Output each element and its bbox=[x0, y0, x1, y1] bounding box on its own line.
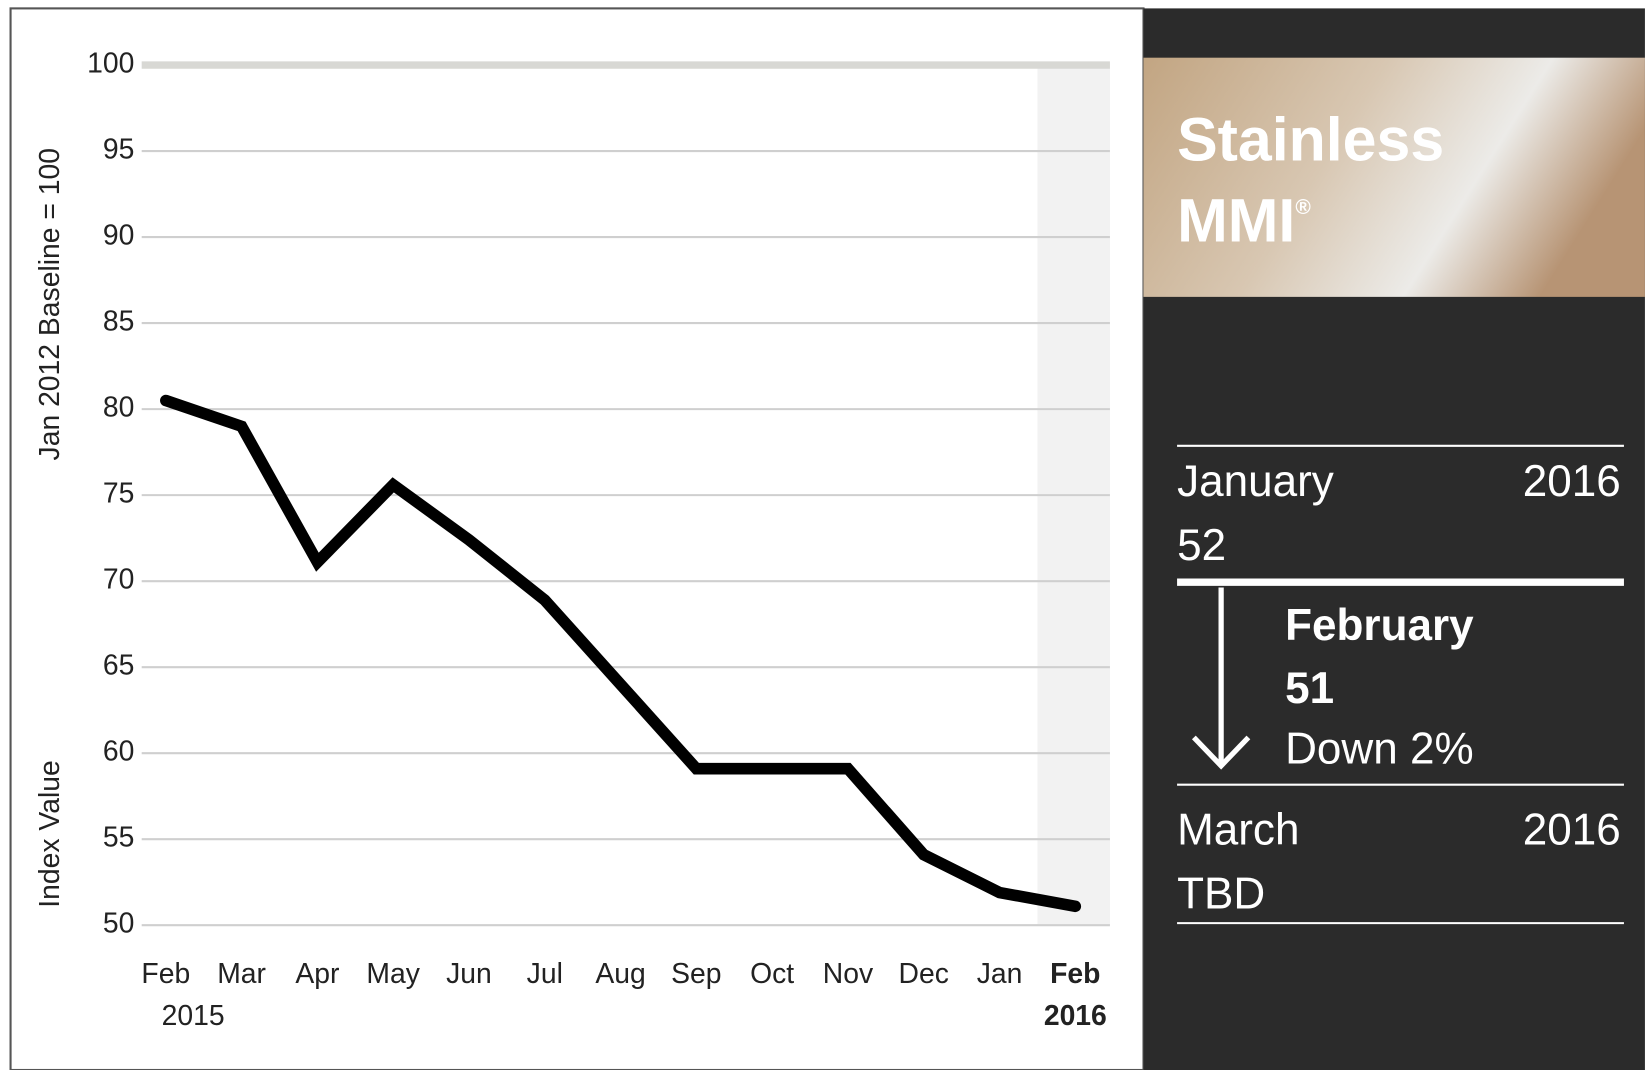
y-tick-label: 50 bbox=[103, 908, 135, 940]
y-axis-title: Index Value bbox=[34, 760, 66, 907]
down-arrow-head bbox=[1191, 735, 1251, 770]
current-month: February bbox=[1285, 601, 1474, 650]
y-tick-label: 65 bbox=[103, 650, 135, 682]
current-change: Down 2% bbox=[1285, 725, 1474, 774]
y-axis-title: Jan 2012 Baseline = 100 bbox=[34, 148, 66, 460]
y-tick-label: 55 bbox=[103, 822, 135, 854]
next-month: March bbox=[1177, 805, 1299, 854]
y-tick-label: 90 bbox=[103, 220, 135, 252]
next-year: 2016 bbox=[1523, 805, 1621, 854]
data-line bbox=[160, 394, 1082, 913]
x-tick-label: May bbox=[366, 958, 420, 990]
next-value: TBD bbox=[1177, 869, 1265, 918]
y-tick-label: 60 bbox=[103, 736, 135, 768]
x-tick-label: Nov bbox=[823, 958, 874, 990]
y-tick-label: 100 bbox=[87, 48, 134, 80]
y-tick-label: 70 bbox=[103, 564, 135, 596]
prev-month: January bbox=[1177, 457, 1334, 506]
x-tick-label: Oct bbox=[750, 958, 794, 990]
x-tick-label: Feb bbox=[141, 958, 190, 990]
x-tick-year: 2016 bbox=[1044, 1000, 1107, 1032]
prev-value: 52 bbox=[1177, 521, 1226, 570]
x-tick-label: Dec bbox=[899, 958, 949, 990]
x-tick-label: Aug bbox=[595, 958, 645, 990]
y-tick-label: 85 bbox=[103, 306, 135, 338]
x-tick-label: Apr bbox=[295, 958, 339, 990]
x-tick-label: Sep bbox=[671, 958, 721, 990]
registered-mark: ® bbox=[1295, 196, 1311, 219]
y-tick-label: 95 bbox=[103, 134, 135, 166]
x-tick-label: Jul bbox=[527, 958, 563, 990]
x-tick-label: Feb bbox=[1050, 958, 1100, 990]
panel-subtitle-text: MMI bbox=[1177, 186, 1295, 254]
x-tick-label: Jan bbox=[977, 958, 1023, 990]
current-value: 51 bbox=[1285, 664, 1334, 713]
x-tick-label: Mar bbox=[217, 958, 266, 990]
title-band bbox=[1143, 57, 1645, 297]
panel-title: Stainless bbox=[1177, 106, 1444, 174]
x-tick-year: 2015 bbox=[162, 1000, 225, 1032]
plot: 50 55 60 65 70 75 80 85 90 95 100 Feb 2015 Mar Apr May J… bbox=[87, 48, 1110, 1032]
y-tick-label: 75 bbox=[103, 478, 135, 510]
prev-year: 2016 bbox=[1523, 457, 1621, 506]
chart-frame bbox=[9, 7, 1145, 1070]
panel-subtitle: MMI® bbox=[1177, 186, 1311, 254]
x-tick-label: Jun bbox=[446, 958, 492, 990]
y-tick-label: 80 bbox=[103, 392, 135, 424]
